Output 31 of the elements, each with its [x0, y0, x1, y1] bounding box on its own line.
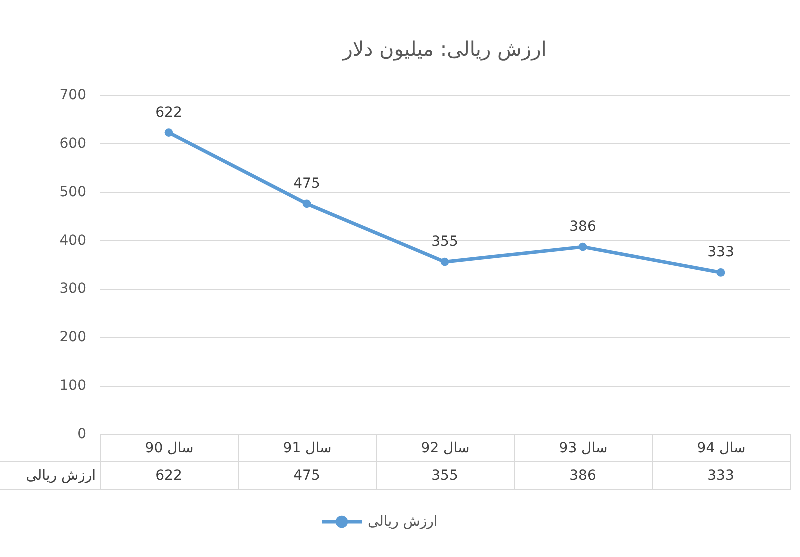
annotation: 475 — [294, 176, 320, 192]
y-tick-label: 600 — [60, 136, 86, 152]
x-tick-label: سال 91 — [283, 440, 332, 456]
y-tick-label: 0 — [78, 426, 86, 442]
point — [440, 258, 450, 266]
data-label: 475 — [294, 468, 320, 484]
data-label: 333 — [708, 468, 734, 484]
x-tick-label: سال 94 — [697, 440, 746, 456]
legend-label: ارزش ریالی — [368, 514, 438, 530]
x-tick-label: سال 92 — [421, 440, 470, 456]
point — [716, 268, 726, 277]
data-label: 355 — [432, 468, 458, 484]
y-tick-label: 300 — [60, 281, 86, 298]
annotation: 622 — [156, 104, 182, 121]
y-tick-label: 500 — [60, 184, 86, 200]
annotation: 333 — [708, 244, 734, 261]
data-label: 622 — [156, 468, 182, 484]
chart-title: ارزش ریالی: میلیون دلار — [342, 37, 547, 61]
y-tick-label: 700 — [60, 88, 86, 104]
x-tick-label: سال 90 — [145, 440, 194, 456]
y-tick-label: 200 — [60, 330, 86, 346]
point — [164, 128, 174, 137]
annotation: 355 — [432, 234, 458, 250]
data-label: 386 — [570, 468, 596, 484]
point — [578, 242, 588, 252]
annotation: 386 — [570, 219, 596, 236]
y-tick-label: 400 — [60, 232, 86, 249]
x-tick-label: سال 93 — [559, 440, 608, 456]
text: ارزش ریالی — [26, 468, 96, 484]
y-tick-label: 100 — [60, 378, 86, 394]
point — [302, 200, 312, 208]
